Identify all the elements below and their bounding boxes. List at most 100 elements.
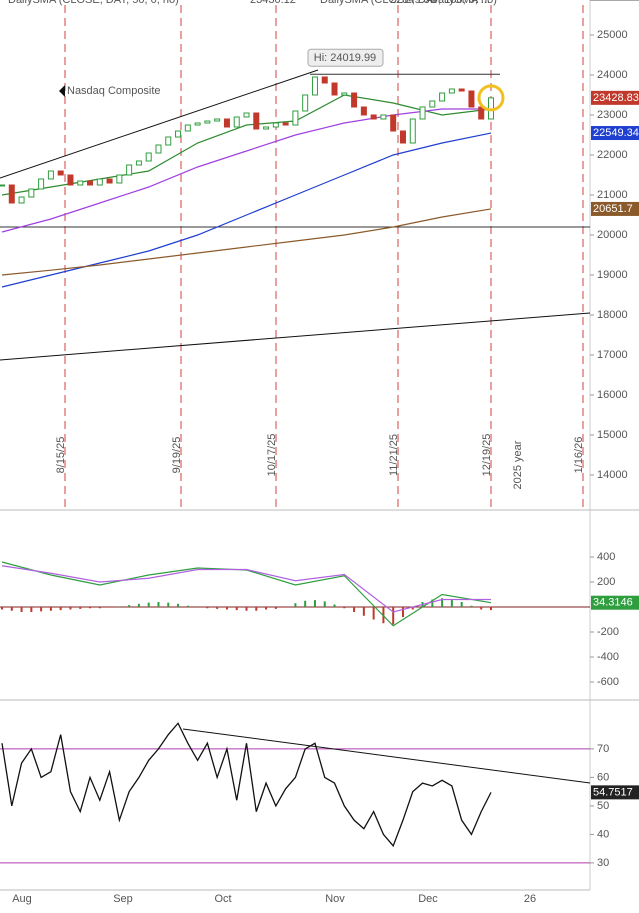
y-tick-label: -600 xyxy=(597,676,619,688)
histogram-bar xyxy=(235,607,238,611)
histogram-bar xyxy=(372,607,375,620)
candle xyxy=(145,152,152,162)
event-label: 9/19/25 xyxy=(171,437,183,474)
value-tag-label: 20651.7 xyxy=(593,203,633,215)
candle xyxy=(321,76,328,84)
candle xyxy=(38,178,45,190)
rsi-line xyxy=(1,722,492,848)
histogram-bar xyxy=(333,604,336,607)
trendline xyxy=(182,728,591,784)
y-tick-label: 400 xyxy=(597,551,615,563)
histogram-bar xyxy=(20,607,23,612)
candle xyxy=(263,126,270,130)
histogram-bar xyxy=(118,606,121,607)
candle xyxy=(439,92,446,102)
sma-line xyxy=(1,94,492,196)
y-tick-label: 14000 xyxy=(597,469,628,481)
trendline xyxy=(0,69,319,179)
y-tick-label: 25000 xyxy=(597,29,628,41)
histogram-bar xyxy=(206,607,209,609)
event-label: 8/15/25 xyxy=(55,437,67,474)
y-tick-label: 30 xyxy=(597,857,609,869)
y-tick-label: 22000 xyxy=(597,149,628,161)
y-tick-label: 15000 xyxy=(597,429,628,441)
candle xyxy=(302,94,309,112)
candle xyxy=(370,114,377,120)
histogram-bar xyxy=(304,600,307,607)
value-tag xyxy=(591,126,639,141)
histogram-bar xyxy=(255,607,258,611)
histogram-bar xyxy=(450,599,453,607)
candle xyxy=(282,122,289,126)
value-tag xyxy=(591,785,639,800)
candle xyxy=(47,170,54,180)
y-tick-label: 24000 xyxy=(597,69,628,81)
sma-line xyxy=(1,108,491,233)
value-tag xyxy=(591,90,639,105)
value-tag xyxy=(591,201,639,216)
header-text: DailySMA (CLOSE, DAY, 50, 0, no) xyxy=(8,0,179,6)
histogram-bar xyxy=(274,607,277,609)
event-label: 1/16/26 xyxy=(573,437,585,474)
candle xyxy=(214,118,221,122)
histogram-bar xyxy=(98,607,101,609)
candle xyxy=(77,180,84,186)
x-tick-label: Dec xyxy=(418,893,438,905)
value-tag-label: 54.7517 xyxy=(593,786,633,798)
histogram-bar xyxy=(480,607,483,610)
candle xyxy=(8,184,15,204)
candle xyxy=(28,188,35,198)
x-tick-label: Oct xyxy=(214,893,231,905)
value-tag-label: 23428.83 xyxy=(593,92,639,104)
candle xyxy=(175,130,182,138)
candle xyxy=(18,196,25,204)
candle xyxy=(419,106,426,120)
histogram-bar xyxy=(147,602,150,607)
candle xyxy=(341,92,348,96)
event-label: 11/21/25 xyxy=(388,434,400,476)
candle xyxy=(448,88,455,94)
header-text: 23430.12 xyxy=(250,0,296,6)
title-arrow xyxy=(59,85,65,97)
histogram-bar xyxy=(441,598,444,607)
candle xyxy=(331,82,338,96)
histogram-bar xyxy=(411,607,414,610)
candle xyxy=(351,92,358,108)
y-tick-label: 60 xyxy=(597,771,609,783)
y-tick-label: 16000 xyxy=(597,389,628,401)
histogram-bar xyxy=(323,601,326,607)
histogram-bar xyxy=(89,607,92,609)
chart-title: Nasdaq Composite xyxy=(67,85,161,97)
candle xyxy=(390,114,397,132)
histogram-bar xyxy=(79,607,82,609)
trendline xyxy=(0,312,591,361)
candle xyxy=(194,122,201,126)
highlight-circle xyxy=(477,84,505,112)
histogram-bar xyxy=(216,607,219,609)
histogram-bar xyxy=(49,607,52,611)
histogram-bar xyxy=(362,607,365,616)
histogram-bar xyxy=(225,607,228,610)
candle xyxy=(184,124,191,132)
histogram-bar xyxy=(157,602,160,607)
y-tick-label: 17000 xyxy=(597,349,628,361)
histogram-bar xyxy=(392,607,395,625)
histogram-bar xyxy=(343,607,346,609)
histogram-bar xyxy=(353,607,356,612)
y-tick-label: 19000 xyxy=(597,269,628,281)
x-tick-label: Aug xyxy=(12,893,32,905)
histogram-bar xyxy=(1,607,3,610)
value-tag-label: 34.3146 xyxy=(593,597,633,609)
candle xyxy=(96,178,103,186)
candle xyxy=(57,170,64,176)
y-tick-label: 20000 xyxy=(597,229,628,241)
y-tick-label: 70 xyxy=(597,743,609,755)
y-tick-label: 18000 xyxy=(597,309,628,321)
histogram-bar xyxy=(69,607,72,610)
y-tick-label: -400 xyxy=(597,651,619,663)
candle xyxy=(272,122,279,128)
y-tick-label: 40 xyxy=(597,828,609,840)
macd-line xyxy=(1,565,491,613)
